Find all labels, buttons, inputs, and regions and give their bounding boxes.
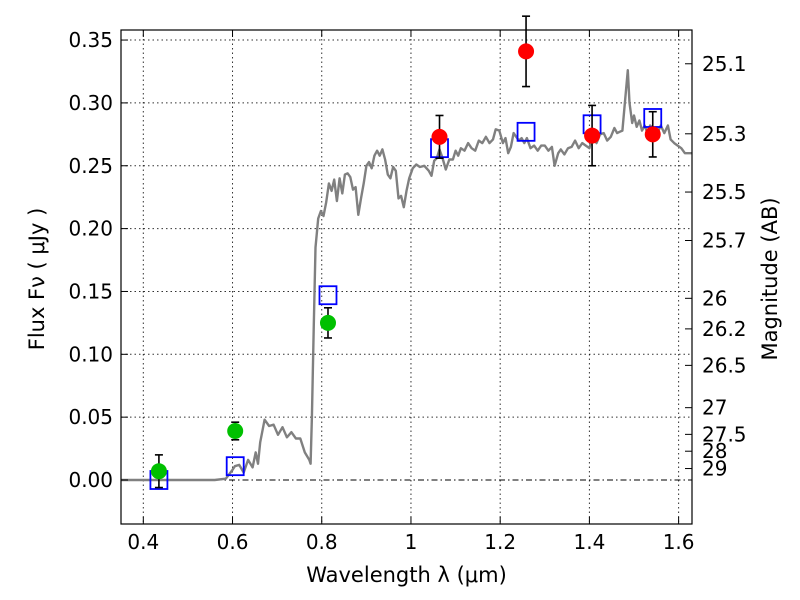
- observed-point: [319, 314, 336, 331]
- x-tick-label: 1.6: [663, 530, 695, 554]
- right-tick-label: 25.5: [702, 180, 747, 204]
- right-tick-label: 26: [702, 286, 727, 310]
- x-axis-label: Wavelength λ (μm): [306, 563, 507, 587]
- y-tick-label: 0.05: [68, 405, 113, 429]
- right-tick-label: 26.2: [702, 317, 747, 341]
- y-tick-label: 0.10: [68, 342, 113, 366]
- y-axis-label: Flux Fν ( μJy ): [25, 208, 49, 351]
- x-tick-label: 0.6: [217, 530, 249, 554]
- x-tick-label: 1.2: [484, 530, 516, 554]
- observed-point: [584, 127, 601, 144]
- x-tick-label: 1.4: [573, 530, 605, 554]
- observed-point: [150, 463, 167, 480]
- data-layer: [121, 15, 692, 490]
- model-photometry-square: [516, 121, 536, 142]
- x-tick-label: 1: [405, 530, 418, 554]
- y-tick-label: 0.25: [68, 154, 113, 178]
- observed-point: [518, 43, 535, 60]
- y-tick-label: 0.35: [68, 28, 113, 52]
- observed-point: [644, 126, 661, 143]
- spectrum-line: [121, 69, 692, 482]
- y-tick-label: 0.00: [68, 468, 113, 492]
- right-tick-label: 25.3: [702, 122, 747, 146]
- right-tick-label: 27.5: [702, 422, 747, 446]
- y-tick-label: 0.20: [68, 217, 113, 241]
- observed-point: [227, 422, 244, 439]
- right-tick-label: 25.1: [702, 52, 747, 76]
- right-tick-label: 29: [702, 457, 727, 481]
- plot-frame: [120, 29, 693, 525]
- model-photometry-square: [225, 456, 245, 477]
- grid: [121, 30, 692, 524]
- right-tick-label: 27: [702, 396, 727, 420]
- ticks: 0.4 0.6 0.8 1 1.2 1.4 1.6 0.00 0.05 0.10 0.15 0.20 0…: [68, 28, 746, 554]
- y-tick-label: 0.15: [68, 279, 113, 303]
- right-axis-label: Magnitude (AB): [758, 197, 782, 360]
- right-tick-label: 26.5: [702, 353, 747, 377]
- observed-point: [431, 128, 448, 145]
- model-photometry-square: [318, 285, 338, 306]
- x-tick-label: 0.8: [306, 530, 338, 554]
- right-tick-label: 28: [702, 439, 727, 463]
- x-tick-label: 0.4: [127, 530, 159, 554]
- y-tick-label: 0.30: [68, 91, 113, 115]
- right-tick-label: 25.7: [702, 228, 747, 252]
